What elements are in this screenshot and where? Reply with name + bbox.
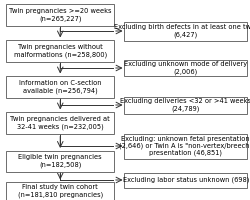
FancyBboxPatch shape bbox=[124, 134, 246, 158]
Text: Final study twin cohort
(n=181,810 pregnancies): Final study twin cohort (n=181,810 pregn… bbox=[18, 184, 102, 198]
Text: Excluding labor status unknown (698): Excluding labor status unknown (698) bbox=[122, 177, 248, 183]
Text: Excluding: unknown fetal presentation
(2,646) or Twin A is "non-vertex/breech"
p: Excluding: unknown fetal presentation (2… bbox=[118, 136, 250, 156]
FancyBboxPatch shape bbox=[124, 172, 246, 188]
Text: Excluding unknown mode of delivery
(2,006): Excluding unknown mode of delivery (2,00… bbox=[124, 61, 246, 75]
FancyBboxPatch shape bbox=[124, 60, 246, 76]
Text: Twin pregnancies delivered at
32-41 weeks (n=232,005): Twin pregnancies delivered at 32-41 week… bbox=[10, 116, 110, 130]
Text: Excluding birth defects in at least one twin
(6,427): Excluding birth defects in at least one … bbox=[114, 24, 250, 38]
FancyBboxPatch shape bbox=[6, 182, 114, 200]
Text: Twin pregnancies without
malformations (n=258,800): Twin pregnancies without malformations (… bbox=[14, 44, 106, 58]
FancyBboxPatch shape bbox=[6, 4, 114, 26]
FancyBboxPatch shape bbox=[124, 21, 246, 40]
Text: Excluding deliveries <32 or >41 weeks
(24,789): Excluding deliveries <32 or >41 weeks (2… bbox=[120, 98, 250, 112]
FancyBboxPatch shape bbox=[6, 76, 114, 98]
Text: Eligible twin pregnancies
(n=182,508): Eligible twin pregnancies (n=182,508) bbox=[18, 154, 102, 168]
FancyBboxPatch shape bbox=[124, 97, 246, 114]
FancyBboxPatch shape bbox=[6, 112, 114, 134]
Text: Twin pregnancies >=20 weeks
(n=265,227): Twin pregnancies >=20 weeks (n=265,227) bbox=[9, 8, 111, 22]
FancyBboxPatch shape bbox=[6, 150, 114, 171]
FancyBboxPatch shape bbox=[6, 40, 114, 62]
Text: Information on C-section
available (n=256,794): Information on C-section available (n=25… bbox=[19, 80, 101, 94]
